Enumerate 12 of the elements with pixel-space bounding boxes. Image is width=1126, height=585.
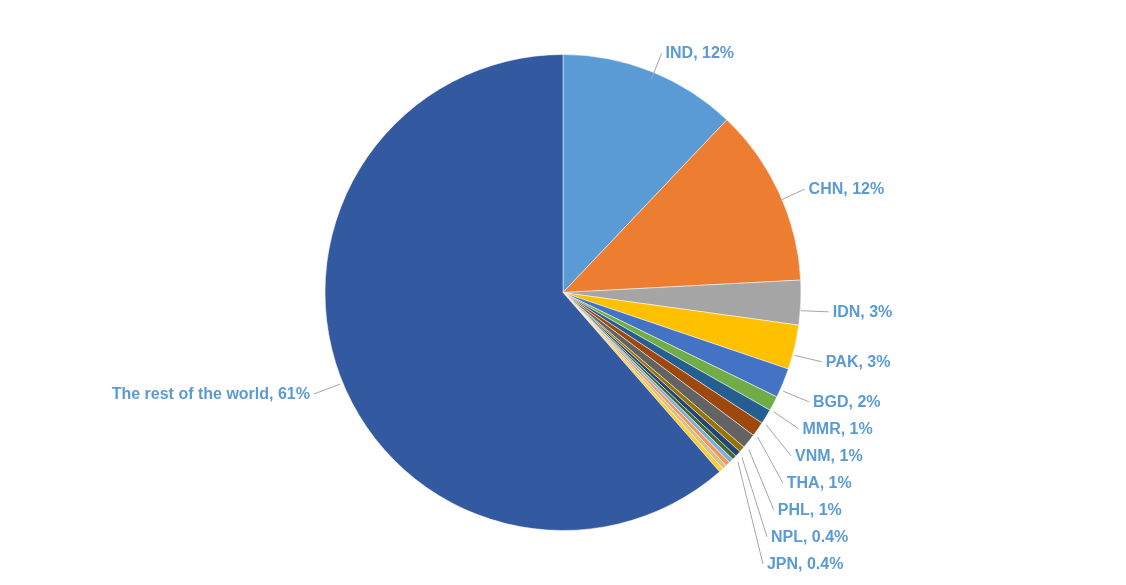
- slice-label: CHN, 12%: [808, 180, 885, 198]
- slice-label: IND, 12%: [665, 44, 735, 62]
- slice-label: NPL, 0.4%: [770, 527, 849, 545]
- slice-label: THA, 1%: [786, 473, 852, 491]
- slice-label: BGD, 2%: [812, 392, 881, 410]
- slice-label: PAK, 3%: [825, 352, 891, 370]
- slice-label: JPN, 0.4%: [766, 554, 844, 572]
- slice-label: The rest of the world, 61%: [111, 384, 310, 402]
- slice-label: IDN, 3%: [832, 302, 893, 320]
- slice-label: VNM, 1%: [795, 446, 863, 464]
- slice-label: PHL, 1%: [777, 500, 842, 518]
- slice-label: MMR, 1%: [802, 419, 873, 437]
